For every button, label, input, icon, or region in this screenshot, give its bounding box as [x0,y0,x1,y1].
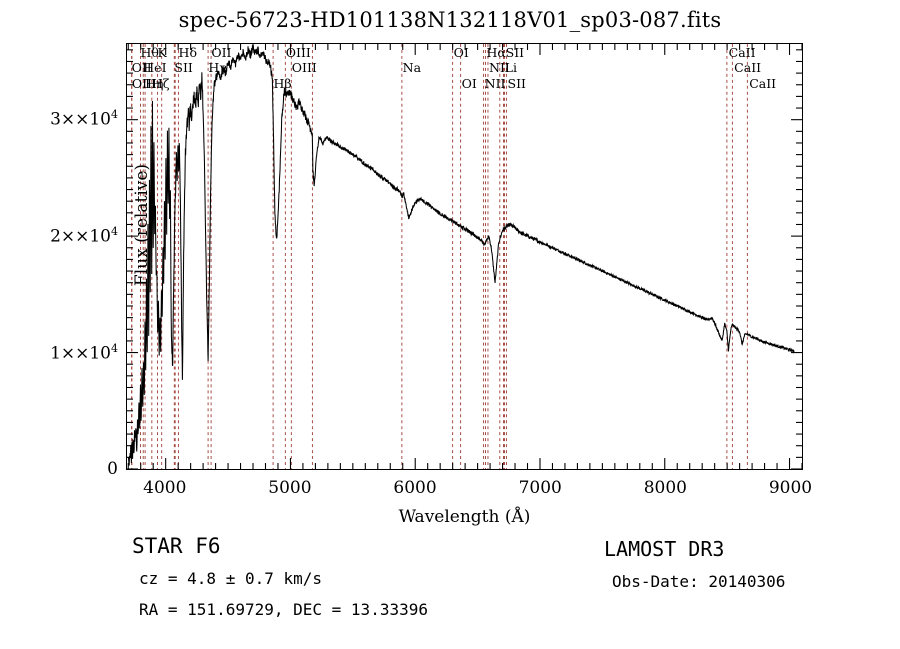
spectrum-plot [126,43,803,470]
y-tick-label: 0 [107,459,118,479]
spectral-line-label: OII [131,76,152,91]
spectral-line-label: OII [131,60,152,75]
spectral-line-label: SII [507,76,526,91]
spectral-line-label: NII [484,76,506,91]
spectral-line-label: Hγ [208,60,227,75]
survey-name-text: LAMOST DR3 [604,537,725,561]
spectral-line-label: NII [489,60,510,75]
spectral-line-markers [131,44,748,469]
spectral-line-label: SII [505,45,525,60]
spectral-line-label: CaII [734,60,762,75]
spectrum-curve [127,44,795,466]
y-tick-label: 2××104 [50,225,118,247]
spectral-line-label: Hδ [178,45,197,60]
x-tick-label: 4000 [143,478,187,498]
spectral-line-label: K [157,45,167,60]
spectral-line-label: OI [453,45,469,60]
spectral-line-label: Hζ [151,76,170,91]
spectral-line-label: Hη [145,76,164,91]
x-tick-label: 6000 [393,478,437,498]
y-tick-label: 3××104 [50,108,118,130]
spectral-line-label: CaII [728,45,756,60]
spectral-line-label: Na [402,60,422,75]
spectral-line-label: HeI [143,60,167,75]
x-tick-label: 7000 [518,478,562,498]
axis-ticks [127,44,802,469]
redshift-text: cz = 4.8 ± 0.7 km/s [139,569,323,588]
obs-date-text: Obs-Date: 20140306 [612,572,786,591]
spectral-line-label: OI [461,76,477,91]
x-tick-label: 9000 [768,478,813,498]
spectral-line-label: Hθ [140,45,159,60]
y-tick-label: 1××104 [50,342,118,364]
spectral-line-label: Li [504,60,517,75]
spectrum-svg [127,44,802,469]
page-title: spec-56723-HD101138N132118V01_sp03-087.f… [178,8,722,32]
x-tick-label: 5000 [268,478,312,498]
spectral-line-label: SII [174,60,193,75]
spectral-line-label: Hα [486,45,506,60]
spectral-line-label: Hβ [273,76,292,91]
coordinates-text: RA = 151.69729, DEC = 13.33396 [139,600,428,619]
spectral-line-label: OIII [291,60,317,75]
spectral-line-label: OII [211,45,232,60]
object-class-text: STAR F6 [132,534,221,558]
spectral-line-label: CaII [749,76,777,91]
x-tick-label: 8000 [643,478,687,498]
x-axis-title: Wavelength (Å) [398,507,531,527]
spectral-line-label: OIII [285,45,311,60]
y-axis-title: Flux (relative) [132,163,152,287]
